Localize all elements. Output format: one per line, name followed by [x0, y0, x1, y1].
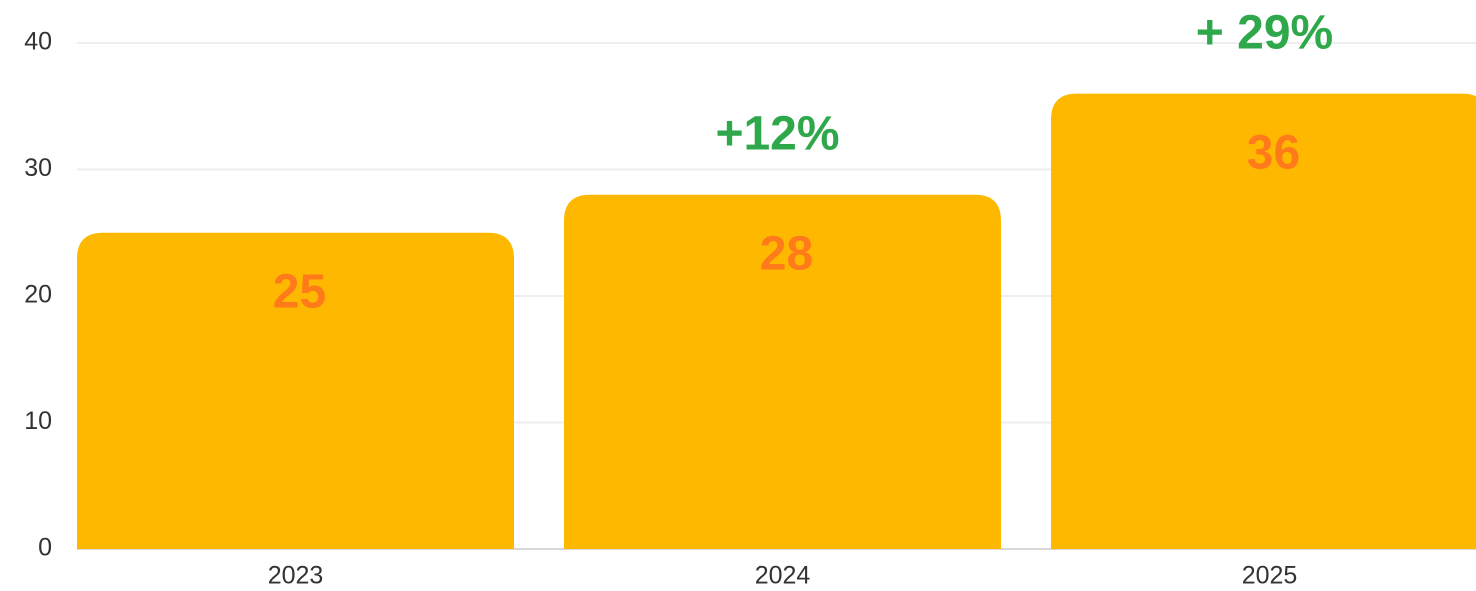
annotation: + 29% — [1196, 6, 1333, 59]
bar — [77, 232, 514, 549]
value-label: 25 — [273, 265, 326, 318]
y-tick-label: 30 — [24, 154, 52, 182]
value-label: 28 — [760, 227, 813, 280]
x-tick-label: 2023 — [268, 562, 324, 590]
annotation: +12% — [715, 107, 839, 160]
y-tick-label: 0 — [38, 534, 52, 562]
y-tick-label: 40 — [24, 28, 52, 56]
bar — [1051, 93, 1476, 549]
y-tick-label: 20 — [24, 281, 52, 309]
x-tick-label: 2025 — [1242, 562, 1298, 590]
value-label: 36 — [1247, 126, 1300, 179]
bar — [564, 194, 1001, 550]
x-tick-label: 2024 — [755, 562, 811, 590]
y-tick-label: 10 — [24, 407, 52, 435]
